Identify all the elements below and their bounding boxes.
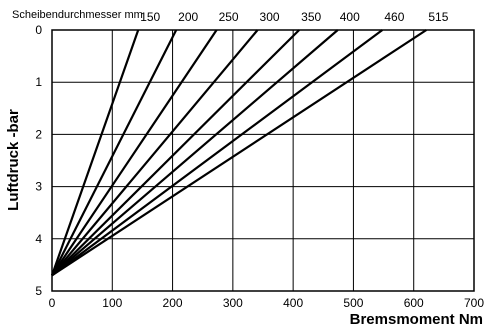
- series-lines: [50, 29, 427, 277]
- series-label-400: 400: [340, 10, 360, 24]
- series-label-515: 515: [428, 10, 448, 24]
- series-line-350: [51, 29, 300, 277]
- x-tick-label: 200: [163, 296, 183, 310]
- series-line-150: [50, 29, 140, 276]
- y-tick-label: 1: [35, 75, 42, 89]
- y-tick-label: 0: [35, 23, 42, 37]
- x-tick-label: 500: [343, 296, 363, 310]
- x-tick-label: 400: [283, 296, 303, 310]
- y-tick-label: 5: [35, 284, 42, 298]
- x-tick-label: 300: [223, 296, 243, 310]
- x-tick-label: 0: [49, 296, 56, 310]
- grid: [51, 29, 475, 292]
- series-label-title: Scheibendurchmesser mm: [12, 9, 143, 21]
- x-tick-label: 600: [404, 296, 424, 310]
- y-tick-label: 3: [35, 180, 42, 194]
- series-label-350: 350: [301, 10, 321, 24]
- series-line-515: [51, 29, 427, 277]
- x-tick-label: 100: [102, 296, 122, 310]
- x-tick-labels: 0 100 200 300 400 500 600 700: [49, 296, 485, 310]
- series-line-200: [51, 29, 178, 276]
- series-label-460: 460: [384, 10, 404, 24]
- x-axis-label: Bremsmoment Nm: [350, 311, 483, 328]
- series-label-200: 200: [178, 10, 198, 24]
- series-label-300: 300: [260, 10, 280, 24]
- series-label-150: 150: [140, 10, 160, 24]
- series-line-300: [51, 29, 259, 277]
- plot-border: [51, 29, 475, 292]
- y-tick-labels: 0 1 2 3 4 5: [35, 23, 42, 298]
- series-line-400: [51, 29, 339, 277]
- series-label-250: 250: [219, 10, 239, 24]
- y-tick-label: 2: [35, 127, 42, 141]
- plot-frame: [51, 29, 475, 292]
- y-tick-label: 4: [35, 232, 42, 246]
- x-tick-label: 700: [464, 296, 484, 310]
- series-labels: 150 200 250 300 350 400 460 515: [140, 10, 449, 24]
- y-axis-label: Luftdruck -bar: [5, 109, 22, 211]
- series-line-460: [51, 29, 384, 277]
- series-line-250: [51, 29, 218, 276]
